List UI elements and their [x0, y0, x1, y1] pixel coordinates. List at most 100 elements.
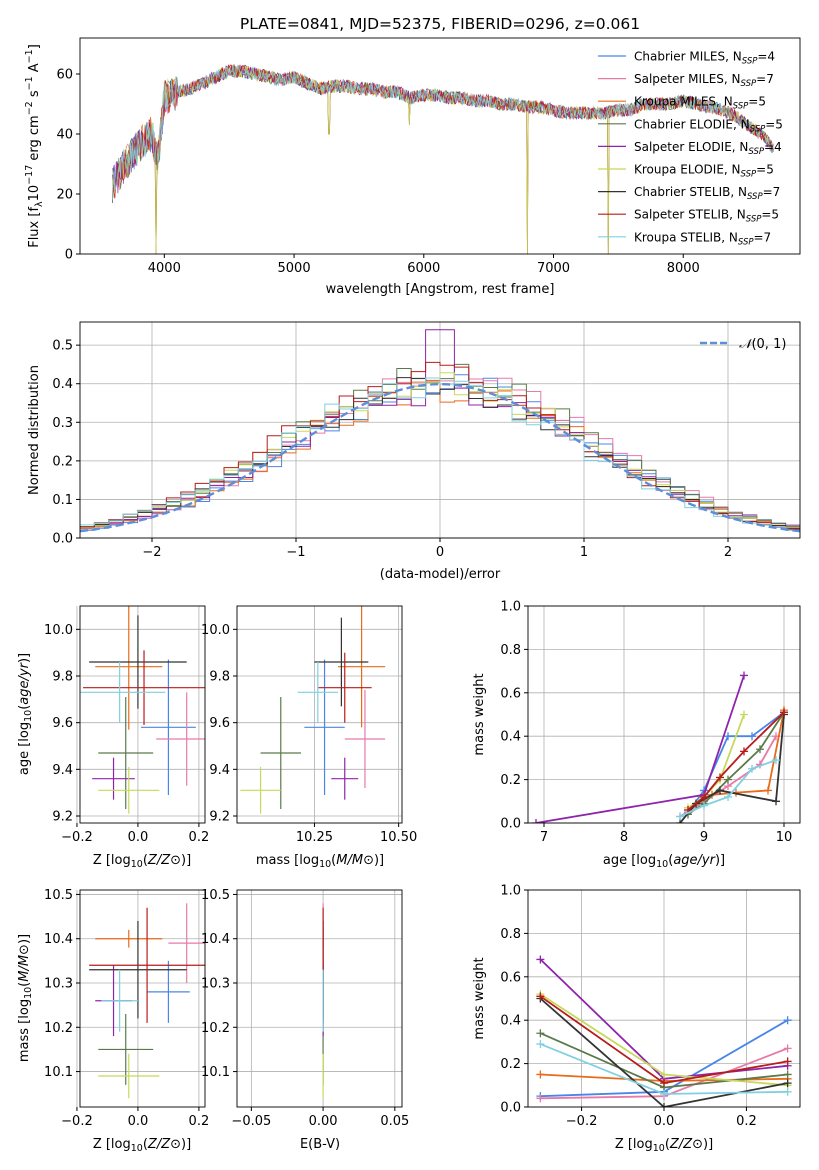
axes-frame: [236, 889, 403, 1108]
legend-model: Salpeter STELIB,: [634, 208, 737, 222]
errorbar-point: [101, 969, 138, 1032]
weight-point-marker: [536, 1094, 545, 1103]
y-tick-label: 10.5: [44, 888, 73, 903]
label-sub: 10: [23, 987, 34, 999]
spectrum-series-8: [112, 64, 774, 200]
label-part: Z/Z: [669, 1137, 693, 1152]
legend-n-sub: SSP: [748, 147, 764, 157]
legend-n-sub: SSP: [747, 192, 763, 202]
errorbar-point: [80, 662, 166, 723]
legend-model: Salpeter MILES,: [634, 72, 732, 86]
legend-n-sub: SSP: [746, 215, 762, 225]
y-label-part: A: [27, 63, 42, 76]
y-axis-label: age [log10(age/yr)]: [17, 653, 34, 775]
legend-entry: Chabrier STELIB, NSSP=7: [634, 185, 780, 202]
legend-n-sub: SSP: [742, 57, 758, 67]
errorbar-point: [98, 767, 160, 814]
legend-entry: Kroupa STELIB, NSSP=7: [634, 230, 771, 247]
x-tick-label: 6000: [407, 261, 440, 276]
histogram-series-4: [80, 329, 800, 530]
spectrum-panel: 4000 5000 6000 7000 8000 0 20 40 60 wavelength [A…: [24, 37, 801, 297]
legend-n-sub: SSP: [733, 102, 749, 112]
label-part: (: [17, 982, 32, 987]
errorbar-point: [344, 690, 386, 788]
label-sub: 10: [131, 1143, 143, 1154]
y-tick-label: 0.0: [500, 817, 521, 832]
y-tick-label: 9.4: [52, 763, 73, 778]
y-label-part: −1: [24, 76, 35, 90]
legend-entry: Salpeter ELODIE, NSSP=4: [634, 140, 782, 157]
y-label-part: −17: [24, 165, 35, 185]
x-tick-label: 8: [620, 830, 628, 845]
y-tick-label: 20: [56, 188, 73, 203]
weight-point-marker: [536, 1040, 545, 1049]
y-tick-label: 10.3: [44, 977, 73, 992]
y-tick-label: 10.0: [44, 623, 73, 638]
label-part: M/M⊙: [17, 944, 32, 982]
weight-series-line: [535, 675, 745, 823]
legend-n: N: [738, 185, 747, 199]
y-tick-label: 9.6: [52, 716, 73, 731]
weight-point-marker: [772, 756, 780, 765]
legend-model: Chabrier ELODIE,: [634, 117, 741, 131]
label-part: Z [log: [93, 1137, 131, 1152]
y-label-part: ]: [27, 44, 42, 49]
legend-model: Salpeter ELODIE,: [634, 140, 739, 154]
legend-n: N: [732, 72, 741, 86]
y-tick-label: 9.2: [209, 810, 230, 825]
y-tick-label: 10.2: [201, 1021, 230, 1036]
legend-entry: Salpeter STELIB, NSSP=5: [634, 208, 779, 225]
errorbar-point: [98, 697, 154, 809]
spectrum-plot-area: [112, 63, 774, 254]
y-tick-label: 0.2: [500, 1057, 521, 1072]
mass-vs-Z-panel: −0.2 0.0 0.210.110.210.310.410.5Z [log10(Z…: [17, 888, 209, 1154]
label-part: (: [331, 853, 336, 868]
weight-point-marker: [536, 955, 545, 964]
label-part: Z/Z: [147, 853, 171, 868]
legend-n: N: [732, 163, 741, 177]
y-tick-label: 10.1: [201, 1065, 230, 1080]
weight-point-marker: [764, 786, 772, 795]
y-tick-label: 9.8: [209, 670, 230, 685]
y-tick-label: 0.0: [500, 1101, 521, 1116]
label-part: (: [143, 853, 148, 868]
y-tick-label: 10.0: [201, 623, 230, 638]
weight-point-marker: [748, 732, 756, 741]
label-part: )]: [715, 853, 725, 868]
y-tick-label: 10.2: [44, 1021, 73, 1036]
x-tick-label: 4000: [148, 261, 181, 276]
errorbar-point: [92, 757, 135, 800]
legend-n: N: [741, 117, 750, 131]
age-vs-Z-plot-area: [80, 606, 205, 814]
legend-args: (0, 1): [751, 337, 786, 352]
y-axis-label: mass weight: [472, 957, 487, 1039]
errorbar-point: [98, 1014, 154, 1085]
errorbar-point: [304, 659, 345, 795]
y-tick-label: 9.6: [209, 716, 230, 731]
weight-point-marker: [716, 773, 724, 782]
label-part: (: [143, 1137, 148, 1152]
errorbar-point: [95, 606, 163, 730]
errorbar-point: [260, 697, 301, 809]
y-axis-label: mass weight: [472, 673, 487, 755]
label-part: Z/Z: [147, 1137, 171, 1152]
errorbar-point: [89, 615, 187, 709]
weight-point-marker: [724, 792, 732, 801]
label-part: ⊙)]: [692, 1137, 713, 1152]
x-tick-label: −0.2: [566, 1114, 598, 1129]
x-tick-label: 7000: [537, 261, 570, 276]
y-tick-label: 0.4: [52, 377, 73, 392]
errorbar-point: [240, 767, 281, 814]
y-tick-label: 0.6: [500, 970, 521, 985]
label-part: mass [log: [256, 853, 319, 868]
y-tick-label: 9.4: [209, 763, 230, 778]
label-part: (: [17, 705, 32, 710]
age-vs-mass-panel: 10.25 10.50 9.2 9.4 9.6 9.8 10.0 mass [log10(M/…: [201, 605, 417, 870]
y-tick-label: 9.2: [52, 810, 73, 825]
label-part: age [log: [603, 853, 656, 868]
x-tick-label: 2: [724, 545, 732, 560]
legend-n-value: =5: [756, 163, 774, 177]
y-tick-label: 1.0: [500, 600, 521, 615]
legend-model: Chabrier MILES,: [634, 50, 733, 64]
legend-n: N: [733, 50, 742, 64]
